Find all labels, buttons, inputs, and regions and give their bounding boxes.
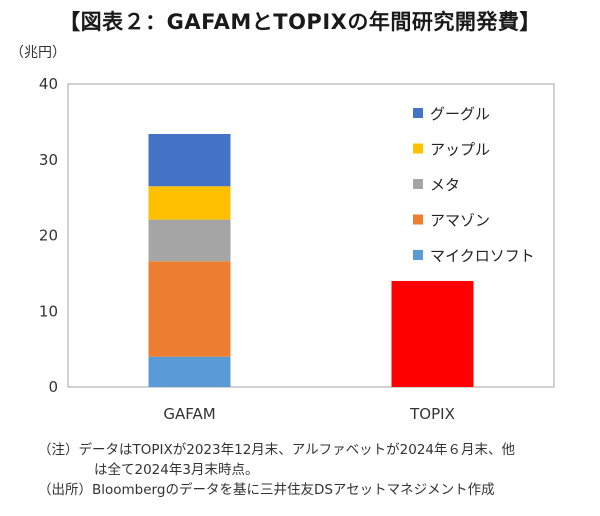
y-tick-label: 20 (39, 227, 58, 245)
bar-segment-グーグル (148, 133, 231, 187)
legend-swatch (413, 179, 423, 189)
x-category-label: TOPIX (409, 405, 455, 423)
legend-swatch (413, 214, 423, 225)
bar-segment-メタ (148, 219, 231, 262)
legend-label: マイクロソフト (430, 247, 535, 265)
y-tick-label: 10 (39, 302, 58, 320)
legend-label: アマゾン (430, 212, 490, 230)
legend-label: グーグル (430, 105, 490, 123)
y-axis-ticks: 0 10 20 30 40 (39, 75, 58, 396)
bar-segment-アマゾン (148, 261, 231, 357)
legend-label: アップル (430, 141, 490, 159)
bar-segment-マイクロソフト (148, 356, 231, 387)
legend-swatch (413, 143, 423, 154)
legend-swatch (413, 250, 423, 260)
x-category-label: GAFAM (163, 405, 215, 423)
note-line-1: （注）データはTOPIXが2023年12月末、アルファベットが2024年６月末、… (38, 442, 515, 458)
plot-area-frame (67, 83, 555, 388)
bar-segment-TOPIX (391, 280, 474, 387)
note-line-2: は全て2024年3月末時点。 (94, 462, 259, 478)
y-axis-unit-label: （兆円） (10, 45, 66, 61)
chart-title: 【図表２：GAFAMとTOPIXの年間研究開発費】 (59, 10, 541, 34)
footnotes: （注）データはTOPIXが2023年12月末、アルファベットが2024年６月末、… (38, 440, 598, 500)
bar-chart: 0 10 20 30 40 GAFAM TOPIX グーグルアップルメタアマゾンマイクロソ… (39, 75, 555, 423)
bar-segment-アップル (148, 186, 231, 220)
y-tick-label: 40 (39, 75, 58, 93)
y-tick-label: 0 (48, 378, 58, 396)
x-axis-labels: GAFAM TOPIX (163, 405, 455, 423)
source-line: （出所）Bloombergのデータを基に三井住友DSアセットマネジメント作成 (38, 482, 495, 498)
bars (148, 133, 474, 387)
legend-swatch (413, 108, 423, 118)
legend-label: メタ (430, 176, 460, 194)
y-tick-label: 30 (39, 151, 58, 169)
